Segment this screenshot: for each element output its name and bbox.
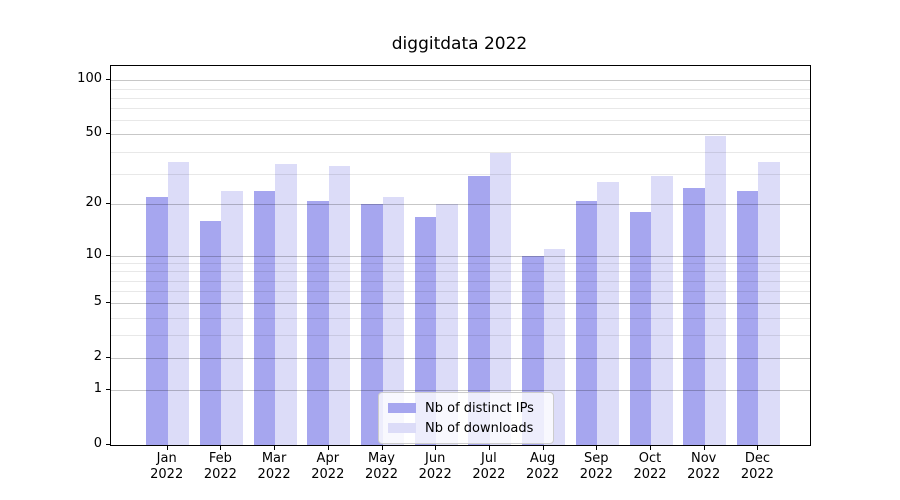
x-axis-tick-label: Sep 2022 [579, 451, 613, 482]
minor-gridline [111, 271, 810, 273]
x-axis-tick-label: Jun 2022 [418, 451, 452, 482]
minor-gridline [111, 280, 810, 282]
bar-oct-downloads [651, 176, 673, 445]
y-tick-mark [106, 79, 110, 81]
bar-jul-downloads [489, 153, 512, 445]
minor-gridline [111, 108, 810, 110]
bar-oct-ips [629, 212, 651, 445]
gridlines-layer [111, 66, 810, 445]
minor-gridline [111, 291, 810, 293]
x-axis-tick-label: Aug 2022 [526, 451, 560, 482]
y-axis-tick-label: 50 [85, 125, 102, 141]
bar-feb-downloads [221, 190, 243, 445]
minor-gridline [111, 173, 810, 175]
x-tick-mark [166, 446, 168, 450]
major-gridline [111, 204, 810, 206]
major-gridline [111, 80, 810, 82]
y-axis-tick-label: 5 [93, 294, 102, 310]
x-axis-tick-label: Apr 2022 [311, 451, 345, 482]
minor-gridline [111, 88, 810, 90]
minor-gridline [111, 263, 810, 265]
x-axis-tick-label: Feb 2022 [203, 451, 237, 482]
x-tick-mark [703, 446, 705, 450]
y-axis-tick-label: 20 [85, 195, 102, 211]
legend-item: Nb of downloads [388, 418, 544, 438]
x-tick-mark [274, 446, 276, 450]
x-tick-mark [596, 446, 598, 450]
major-gridline [111, 358, 810, 360]
y-axis-tick-label: 2 [93, 349, 102, 365]
bar-apr-ips [307, 200, 329, 445]
bar-jul-ips [468, 176, 490, 445]
minor-gridline [111, 335, 810, 337]
x-tick-mark [542, 446, 544, 450]
y-tick-mark [106, 254, 110, 256]
y-tick-mark [106, 389, 110, 391]
bar-may-ips [361, 204, 383, 445]
y-tick-mark [106, 444, 110, 445]
x-tick-mark [650, 446, 651, 450]
y-tick-mark [106, 357, 110, 359]
y-axis-tick-label: 0 [93, 436, 102, 451]
legend-label: Nb of downloads [425, 420, 534, 436]
bar-sep-downloads [597, 181, 619, 445]
x-axis-tick-label: Jul 2022 [472, 451, 506, 482]
chart-title: diggitdata 2022 [391, 34, 528, 54]
x-tick-mark [220, 446, 222, 450]
x-tick-mark [488, 446, 490, 450]
plot-area: Nb of distinct IPs Nb of downloads [110, 65, 811, 446]
bar-jun-downloads [436, 204, 458, 445]
minor-gridline [111, 151, 810, 153]
y-tick-mark [106, 302, 110, 304]
bar-mar-ips [253, 190, 276, 445]
minor-gridline [111, 317, 810, 319]
y-tick-mark [106, 203, 110, 205]
x-axis-tick-label: May 2022 [364, 451, 399, 482]
bar-may-downloads [382, 197, 404, 445]
x-axis-tick-label: Dec 2022 [740, 451, 774, 482]
bar-jan-downloads [167, 161, 190, 445]
x-axis-tick-label: Oct 2022 [633, 451, 667, 482]
minor-gridline [111, 120, 810, 122]
x-tick-mark [435, 446, 437, 450]
legend-label: Nb of distinct IPs [425, 400, 534, 416]
bar-jan-ips [146, 197, 168, 445]
x-tick-mark [381, 446, 383, 450]
x-axis-tick-label: Jan 2022 [150, 451, 184, 482]
bar-nov-ips [683, 187, 705, 445]
major-gridline [111, 134, 810, 136]
legend-swatch [388, 423, 416, 433]
major-gridline [111, 303, 810, 305]
x-axis-tick-label: Nov 2022 [687, 451, 721, 482]
y-axis-tick-label: 100 [77, 71, 102, 87]
bar-mar-downloads [275, 164, 297, 445]
major-gridline [111, 255, 810, 257]
x-tick-mark [327, 446, 329, 450]
legend-swatch [388, 403, 416, 413]
legend: Nb of distinct IPs Nb of downloads [378, 392, 554, 444]
bar-nov-downloads [704, 135, 727, 445]
bar-dec-downloads [758, 161, 780, 445]
y-tick-mark [106, 133, 110, 135]
major-gridline [111, 390, 810, 392]
x-tick-mark [757, 446, 759, 450]
bar-dec-ips [736, 190, 759, 445]
bar-feb-ips [199, 221, 222, 445]
bar-sep-ips [575, 200, 598, 445]
bar-apr-downloads [328, 166, 351, 445]
x-axis-tick-label: Mar 2022 [257, 451, 291, 482]
bar-jun-ips [414, 216, 437, 445]
y-axis-tick-label: 10 [85, 246, 102, 262]
minor-gridline [111, 97, 810, 99]
y-axis-tick-label: 1 [93, 381, 102, 397]
legend-item: Nb of distinct IPs [388, 398, 544, 418]
